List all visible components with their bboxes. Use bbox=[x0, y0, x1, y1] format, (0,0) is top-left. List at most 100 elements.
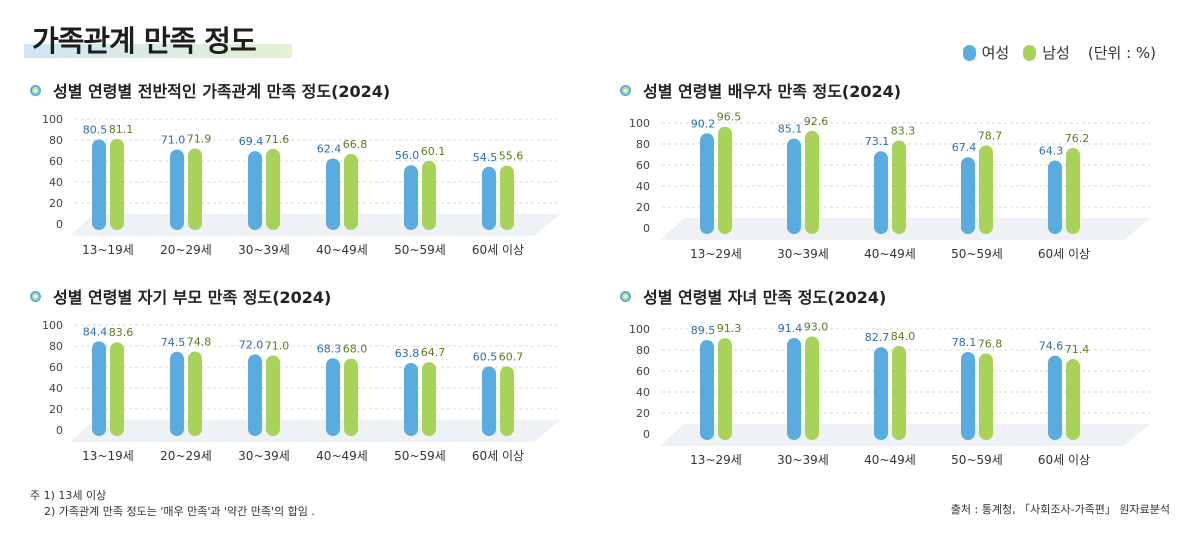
data-label-male: 91.3 bbox=[717, 322, 742, 335]
bar-female bbox=[248, 151, 262, 230]
bar-male bbox=[805, 130, 819, 234]
category-label: 50~59세 bbox=[394, 449, 446, 463]
bullet-ring-icon bbox=[30, 84, 41, 96]
y-tick-label: 100 bbox=[629, 323, 650, 336]
bar-female bbox=[92, 341, 106, 436]
y-tick-label: 40 bbox=[49, 176, 63, 189]
data-label-male: 71.6 bbox=[265, 133, 290, 146]
bar-female bbox=[404, 165, 418, 230]
y-tick-label: 0 bbox=[643, 428, 650, 441]
data-label-male: 76.2 bbox=[1065, 132, 1090, 145]
y-tick-label: 0 bbox=[643, 222, 650, 235]
bar-male bbox=[266, 355, 280, 436]
data-label-male: 71.9 bbox=[187, 133, 212, 146]
data-label-female: 72.0 bbox=[239, 338, 264, 351]
bar-female bbox=[1048, 160, 1062, 234]
bar-female bbox=[1048, 355, 1062, 440]
bullet-ring-icon bbox=[620, 290, 631, 302]
y-tick-label: 80 bbox=[49, 340, 63, 353]
chart-title-children: 성별 연령별 자녀 만족 정도(2024) bbox=[620, 284, 886, 308]
y-tick-label: 60 bbox=[636, 159, 650, 172]
data-label-female: 74.5 bbox=[161, 336, 186, 349]
data-label-female: 54.5 bbox=[473, 151, 498, 164]
data-label-female: 67.4 bbox=[952, 141, 977, 154]
y-tick-label: 60 bbox=[49, 155, 63, 168]
chart-parents: 0 20 40 60 80 100 84.4 83.6 13~19세 74.5 74.8 20~29세… bbox=[42, 319, 560, 463]
category-label: 13~19세 bbox=[82, 449, 134, 463]
data-label-male: 74.8 bbox=[187, 335, 212, 348]
category-label: 60세 이상 bbox=[1038, 247, 1090, 261]
chart-panel-children: 성별 연령별 자녀 만족 정도(2024) 0 20 40 60 80 100 89.5 91… bbox=[620, 284, 1160, 474]
category-label: 50~59세 bbox=[951, 453, 1003, 467]
data-label-male: 92.6 bbox=[804, 115, 829, 128]
category-label: 40~49세 bbox=[316, 449, 368, 463]
bar-male bbox=[979, 353, 993, 440]
bar-male bbox=[266, 148, 280, 230]
data-label-male: 55.6 bbox=[499, 150, 524, 163]
category-label: 20~29세 bbox=[160, 449, 212, 463]
category-label: 30~39세 bbox=[777, 247, 829, 261]
category-label: 30~39세 bbox=[238, 449, 290, 463]
legend-female-label: 여성 bbox=[981, 44, 1010, 62]
y-tick-label: 40 bbox=[49, 382, 63, 395]
bar-male bbox=[344, 358, 358, 436]
chart-panel-spouse: 성별 연령별 배우자 만족 정도(2024) 0 20 40 60 80 100 90.2 9… bbox=[620, 78, 1160, 268]
data-label-male: 83.3 bbox=[891, 125, 916, 138]
bar-female bbox=[482, 366, 496, 436]
bar-male bbox=[110, 342, 124, 436]
data-label-male: 68.0 bbox=[343, 343, 368, 356]
bar-female bbox=[482, 166, 496, 230]
category-label: 50~59세 bbox=[394, 243, 446, 257]
legend: 여성 남성 (단위 : %) bbox=[962, 42, 1156, 63]
legend-female-swatch bbox=[962, 44, 976, 61]
data-label-male: 66.8 bbox=[343, 138, 368, 151]
bar-female bbox=[874, 151, 888, 234]
y-tick-label: 100 bbox=[42, 113, 63, 126]
bar-male bbox=[1066, 147, 1080, 234]
chart-panel-parents: 성별 연령별 자기 부모 만족 정도(2024) 0 20 40 60 80 100 84.… bbox=[30, 284, 570, 474]
chart-children: 0 20 40 60 80 100 89.5 91.3 13~29세 91.4 93.0 30~39세… bbox=[629, 320, 1150, 467]
data-label-male: 81.1 bbox=[109, 123, 134, 136]
bar-male bbox=[110, 138, 124, 230]
data-label-female: 63.8 bbox=[395, 347, 420, 360]
chart-spouse: 0 20 40 60 80 100 90.296.5 13~29세 85.192.6 30~39세… bbox=[629, 111, 1150, 261]
y-tick-label: 100 bbox=[629, 117, 650, 130]
bar-male bbox=[422, 160, 436, 230]
bar-female bbox=[700, 340, 714, 440]
legend-unit: (단위 : %) bbox=[1087, 44, 1156, 62]
source-note: 출처 : 통계청, 「사회조사-가족편」 원자료분석 bbox=[950, 503, 1170, 516]
data-label-female: 74.6 bbox=[1039, 340, 1064, 353]
legend-male-label: 남성 bbox=[1042, 44, 1070, 62]
page-title: 가족관계 만족 정도 bbox=[32, 24, 257, 58]
data-label-male: 76.8 bbox=[978, 337, 1003, 350]
category-label: 20~29세 bbox=[160, 243, 212, 257]
data-label-male: 71.4 bbox=[1065, 343, 1090, 356]
bar-male bbox=[188, 351, 202, 436]
legend-male-swatch bbox=[1023, 44, 1037, 61]
data-label-female: 71.0 bbox=[161, 133, 186, 146]
y-tick-label: 60 bbox=[636, 365, 650, 378]
bar-male bbox=[805, 336, 819, 440]
bar-female bbox=[326, 158, 340, 230]
chart-panel-overall: 성별 연령별 전반적인 가족관계 만족 정도(2024) 0 20 40 60 80 10… bbox=[30, 78, 570, 268]
data-label-female: 60.5 bbox=[473, 350, 498, 363]
data-label-male: 93.0 bbox=[804, 320, 829, 333]
data-label-female: 90.2 bbox=[691, 117, 716, 130]
data-label-male: 60.1 bbox=[421, 145, 446, 158]
legend-male: 남성 bbox=[1023, 42, 1070, 63]
data-label-male: 71.0 bbox=[265, 339, 290, 352]
y-tick-label: 80 bbox=[49, 134, 63, 147]
category-label: 30~39세 bbox=[238, 243, 290, 257]
category-label: 40~49세 bbox=[864, 247, 916, 261]
data-label-female: 56.0 bbox=[395, 149, 420, 162]
category-label: 30~39세 bbox=[777, 453, 829, 467]
bar-female bbox=[961, 157, 975, 234]
chart-overall: 0 20 40 60 80 100 80.5 81.1 13~19세 71.0 71.9 20~29세… bbox=[42, 113, 560, 257]
y-tick-label: 40 bbox=[636, 386, 650, 399]
chart-title-spouse: 성별 연령별 배우자 만족 정도(2024) bbox=[620, 78, 901, 102]
bar-male bbox=[500, 366, 514, 436]
bar-female bbox=[404, 363, 418, 436]
chart-title-parents: 성별 연령별 자기 부모 만족 정도(2024) bbox=[30, 284, 331, 308]
title-highlight bbox=[24, 44, 292, 58]
footnote-2: 2) 가족관계 만족 정도는 '매우 만족'과 '약간 만족'의 합임 . bbox=[44, 505, 315, 518]
